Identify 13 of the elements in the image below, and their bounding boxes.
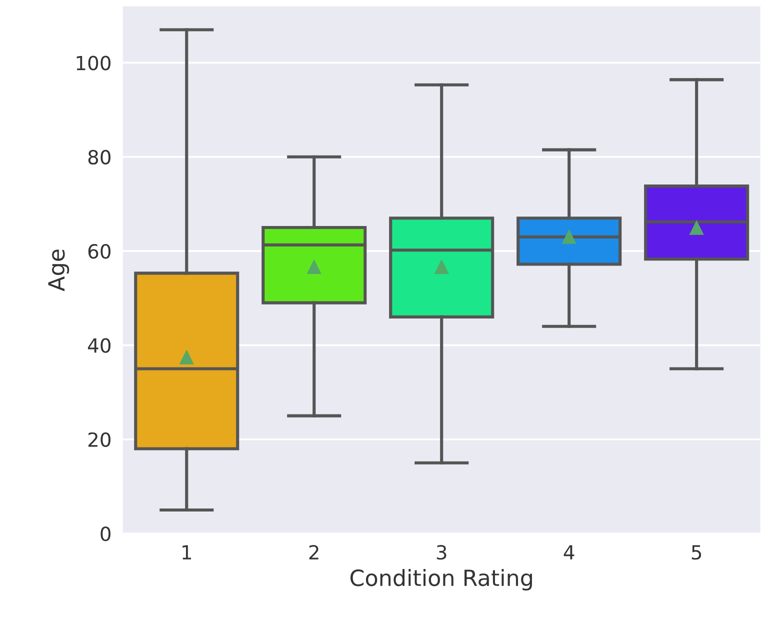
y-tick-label: 40: [88, 338, 110, 353]
y-tick-label: 80: [88, 150, 110, 165]
y-axis-title: Age: [48, 250, 70, 292]
x-tick-label: 4: [564, 545, 574, 560]
x-tick-label: 5: [692, 545, 702, 560]
y-tick-label: 20: [88, 432, 110, 448]
y-tick-label: 60: [88, 244, 110, 259]
x-tick-label: 1: [182, 545, 192, 560]
x-tick-label: 2: [309, 544, 318, 560]
x-axis-title: Condition Rating: [350, 569, 532, 591]
x-tick-label: 3: [436, 544, 446, 560]
y-tick-label: 0: [100, 526, 110, 542]
y-tick-label: 100: [76, 56, 110, 70]
